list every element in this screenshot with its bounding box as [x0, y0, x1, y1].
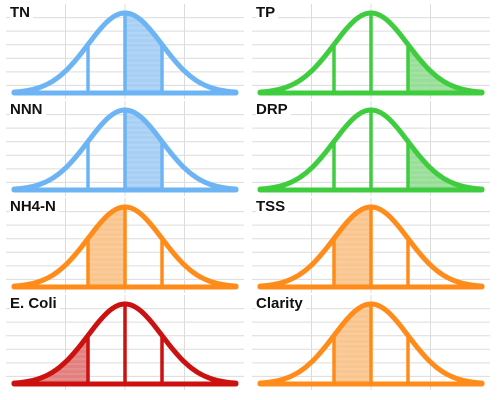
bell-curve-line: [11, 10, 239, 95]
bell-curve-line: [11, 204, 239, 289]
panel-title-nh4-n: NH4-N: [10, 198, 59, 216]
shade-hatch: [125, 110, 162, 186]
bell-curve-line: [11, 301, 239, 386]
panel-nh4-n: NH4-N: [6, 198, 244, 293]
panel-tss: TSS: [252, 198, 490, 293]
bell-curve-tp: [252, 4, 490, 99]
shaded-area: [14, 335, 88, 384]
panel-tp: TP: [252, 4, 490, 99]
panel-clarity: Clarity: [252, 295, 490, 390]
bell-curve-line: [257, 107, 485, 192]
bell-curve-line: [257, 10, 485, 95]
panel-drp: DRP: [252, 101, 490, 196]
panel-title-tn: TN: [10, 4, 33, 22]
bell-curve-tss: [252, 198, 490, 293]
bell-curve-e-coli: [6, 295, 244, 390]
bell-curve-line: [257, 301, 485, 386]
bell-curve-drp: [252, 101, 490, 196]
bell-curve-line: [11, 107, 239, 192]
panel-title-clarity: Clarity: [256, 295, 306, 313]
panel-title-nnn: NNN: [10, 101, 46, 119]
panel-e-coli: E. Coli: [6, 295, 244, 390]
bell-curve-tn: [6, 4, 244, 99]
bell-curve-nnn: [6, 101, 244, 196]
panel-title-tp: TP: [256, 4, 279, 22]
panel-title-e-coli: E. Coli: [10, 295, 60, 313]
bell-curve-clarity: [252, 295, 490, 390]
panel-title-drp: DRP: [256, 101, 291, 119]
bell-curve-nh4-n: [6, 198, 244, 293]
panel-title-tss: TSS: [256, 198, 289, 216]
shaded-area: [408, 44, 482, 93]
shaded-area: [408, 141, 482, 190]
bell-curve-line: [257, 204, 485, 289]
panel-tn: TN: [6, 4, 244, 99]
panel-nnn: NNN: [6, 101, 244, 196]
